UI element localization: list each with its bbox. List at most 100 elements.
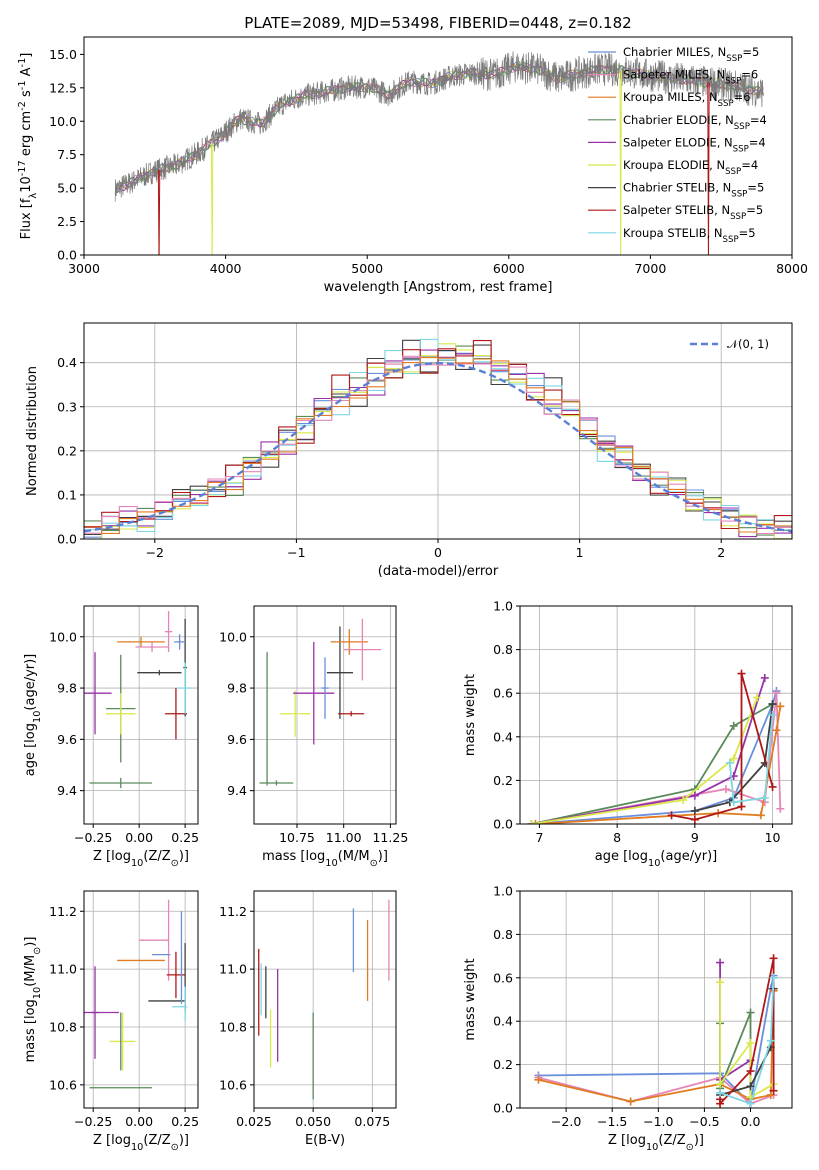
x-tick-label: −1.5 xyxy=(597,1114,627,1129)
legend-label: Salpeter ELODIE, NSSP=4 xyxy=(623,135,766,154)
y-tick-label: 15.0 xyxy=(49,47,77,62)
axes-frame xyxy=(519,890,793,1109)
weight-series xyxy=(531,697,758,824)
axes-frame xyxy=(83,322,793,540)
x-tick-label: −1 xyxy=(287,545,305,560)
weight-marker xyxy=(756,811,765,820)
y-tick-label: 10.0 xyxy=(49,629,77,644)
y-tick-label: 9.6 xyxy=(227,732,247,747)
axes-frame xyxy=(83,890,199,1109)
x-axis-label: Z [log10(Z/Z⊙)] xyxy=(608,1133,704,1153)
masked-region xyxy=(210,143,214,255)
y-tick-label: 0.2 xyxy=(493,773,513,788)
weight-marker xyxy=(527,820,536,824)
x-tick-label: 2 xyxy=(717,545,725,560)
y-tick-label: 10.8 xyxy=(49,1019,77,1034)
weight-marker xyxy=(766,1036,775,1045)
weight-marker xyxy=(769,954,778,963)
observed-spectrum xyxy=(114,51,765,202)
axes-frame xyxy=(253,605,397,825)
y-axis-label: mass weight xyxy=(463,958,478,1040)
legend-label: Chabrier STELIB, NSSP=5 xyxy=(623,181,764,200)
weight-marker xyxy=(626,1097,635,1106)
weight-marker xyxy=(746,1038,755,1047)
y-tick-label: 0.1 xyxy=(57,487,77,502)
legend-label: Kroupa ELODIE, NSSP=4 xyxy=(623,158,758,177)
weight-marker xyxy=(716,958,725,967)
legend: Chabrier MILES, NSSP=5 Salpeter MILES, NS… xyxy=(588,45,767,245)
y-tick-label: 0.8 xyxy=(493,927,513,942)
x-tick-label: 8000 xyxy=(776,261,808,276)
weight-marker xyxy=(716,1099,725,1108)
plot-area xyxy=(258,899,390,1100)
y-tick-label: 1.0 xyxy=(493,599,513,614)
weight-marker xyxy=(737,802,746,811)
panel-residuals: −2 −1 0 1 2 0.0 0.1 0.2 0.3 0.4 (data-model)/error… xyxy=(25,322,793,579)
masked-region xyxy=(619,70,622,255)
histogram-series xyxy=(84,357,792,534)
y-tick-label: 0.4 xyxy=(493,1014,513,1029)
weight-series xyxy=(719,1012,752,1098)
y-tick-label: 2.5 xyxy=(57,214,77,229)
x-tick-label: 6000 xyxy=(493,261,525,276)
y-tick-label: 0.0 xyxy=(493,1101,513,1116)
y-tick-label: 9.4 xyxy=(227,783,247,798)
x-tick-label: 0.25 xyxy=(171,830,199,845)
weight-marker xyxy=(737,669,746,678)
weight-marker xyxy=(667,811,676,820)
masked-region xyxy=(157,169,161,255)
chart-title: PLATE=2089, MJD=53498, FIBERID=0448, z=0… xyxy=(244,14,631,32)
panel-age-vs-mass: 10.75 11.00 11.25 9.4 9.6 9.8 10.0 mass [log10(… xyxy=(219,605,408,869)
y-tick-label: 0.2 xyxy=(493,1057,513,1072)
x-tick-label: −0.25 xyxy=(74,830,112,845)
x-tick-label: 11.00 xyxy=(326,830,362,845)
y-tick-label: 0.3 xyxy=(57,399,77,414)
weight-marker xyxy=(772,726,781,735)
weight-marker xyxy=(534,1075,543,1084)
weight-marker xyxy=(772,689,781,698)
weight-marker xyxy=(729,798,738,807)
weight-marker xyxy=(768,700,777,709)
x-tick-label: −2 xyxy=(146,545,164,560)
x-axis-label: (data-model)/error xyxy=(378,564,499,579)
axes-frame xyxy=(253,890,397,1109)
weight-series xyxy=(531,703,774,824)
x-axis-label: E(B-V) xyxy=(305,1133,345,1148)
plot-area xyxy=(259,618,382,786)
axes-frame xyxy=(83,605,199,825)
y-tick-label: 10.0 xyxy=(219,629,247,644)
y-tick-label: 0.4 xyxy=(493,729,513,744)
weight-marker xyxy=(679,796,688,805)
x-tick-label: 1 xyxy=(576,545,584,560)
weight-marker xyxy=(769,973,778,982)
y-tick-label: 0.0 xyxy=(57,532,77,547)
plot-area xyxy=(84,338,792,539)
x-tick-label: 4000 xyxy=(210,261,242,276)
weight-marker xyxy=(776,702,785,711)
y-tick-label: 0.0 xyxy=(493,817,513,832)
legend-label: Chabrier ELODIE, NSSP=4 xyxy=(623,113,767,132)
x-axis-label: age [log10(age/yr)] xyxy=(595,849,718,869)
y-tick-label: 10.6 xyxy=(219,1077,247,1092)
legend-label: 𝒩(0, 1) xyxy=(727,337,769,351)
masked-region xyxy=(707,82,710,255)
y-tick-label: 10.8 xyxy=(219,1019,247,1034)
weight-series xyxy=(694,703,774,812)
x-tick-label: 10.75 xyxy=(279,830,315,845)
y-tick-label: 9.4 xyxy=(57,783,77,798)
y-tick-label: 0.8 xyxy=(493,642,513,657)
plot-area xyxy=(534,954,778,1108)
panel-weight-vs-Z: −2.0 −1.5 −1.0 −0.5 0.0 0.0 0.2 0.4 0.6 0.8 1.0 Z [… xyxy=(463,884,793,1153)
weight-marker xyxy=(766,1090,775,1099)
y-axis-label: Normed distribution xyxy=(25,366,40,496)
panel-mass-vs-Z: −0.25 0.00 0.25 10.6 10.8 11.0 11.2 Z [log10(Z/… xyxy=(23,890,199,1153)
y-tick-label: 9.8 xyxy=(57,681,77,696)
weight-marker xyxy=(716,1088,725,1097)
y-axis-label: age [log10(age/yr)] xyxy=(23,654,43,777)
x-axis-label: mass [log10(M/M⊙)] xyxy=(262,849,388,869)
weight-marker xyxy=(776,804,785,813)
y-tick-label: 10.6 xyxy=(49,1077,77,1092)
plot-area xyxy=(84,611,193,789)
y-tick-label: 9.8 xyxy=(227,681,247,696)
